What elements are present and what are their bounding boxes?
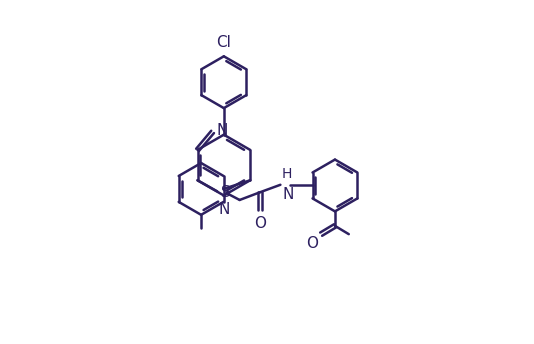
Text: S: S	[221, 185, 230, 200]
Text: H: H	[282, 166, 293, 181]
Text: N: N	[282, 186, 294, 202]
Text: O: O	[254, 216, 266, 231]
Text: O: O	[305, 236, 318, 251]
Text: N: N	[217, 123, 228, 138]
Text: Cl: Cl	[216, 35, 231, 50]
Text: N: N	[219, 202, 230, 217]
